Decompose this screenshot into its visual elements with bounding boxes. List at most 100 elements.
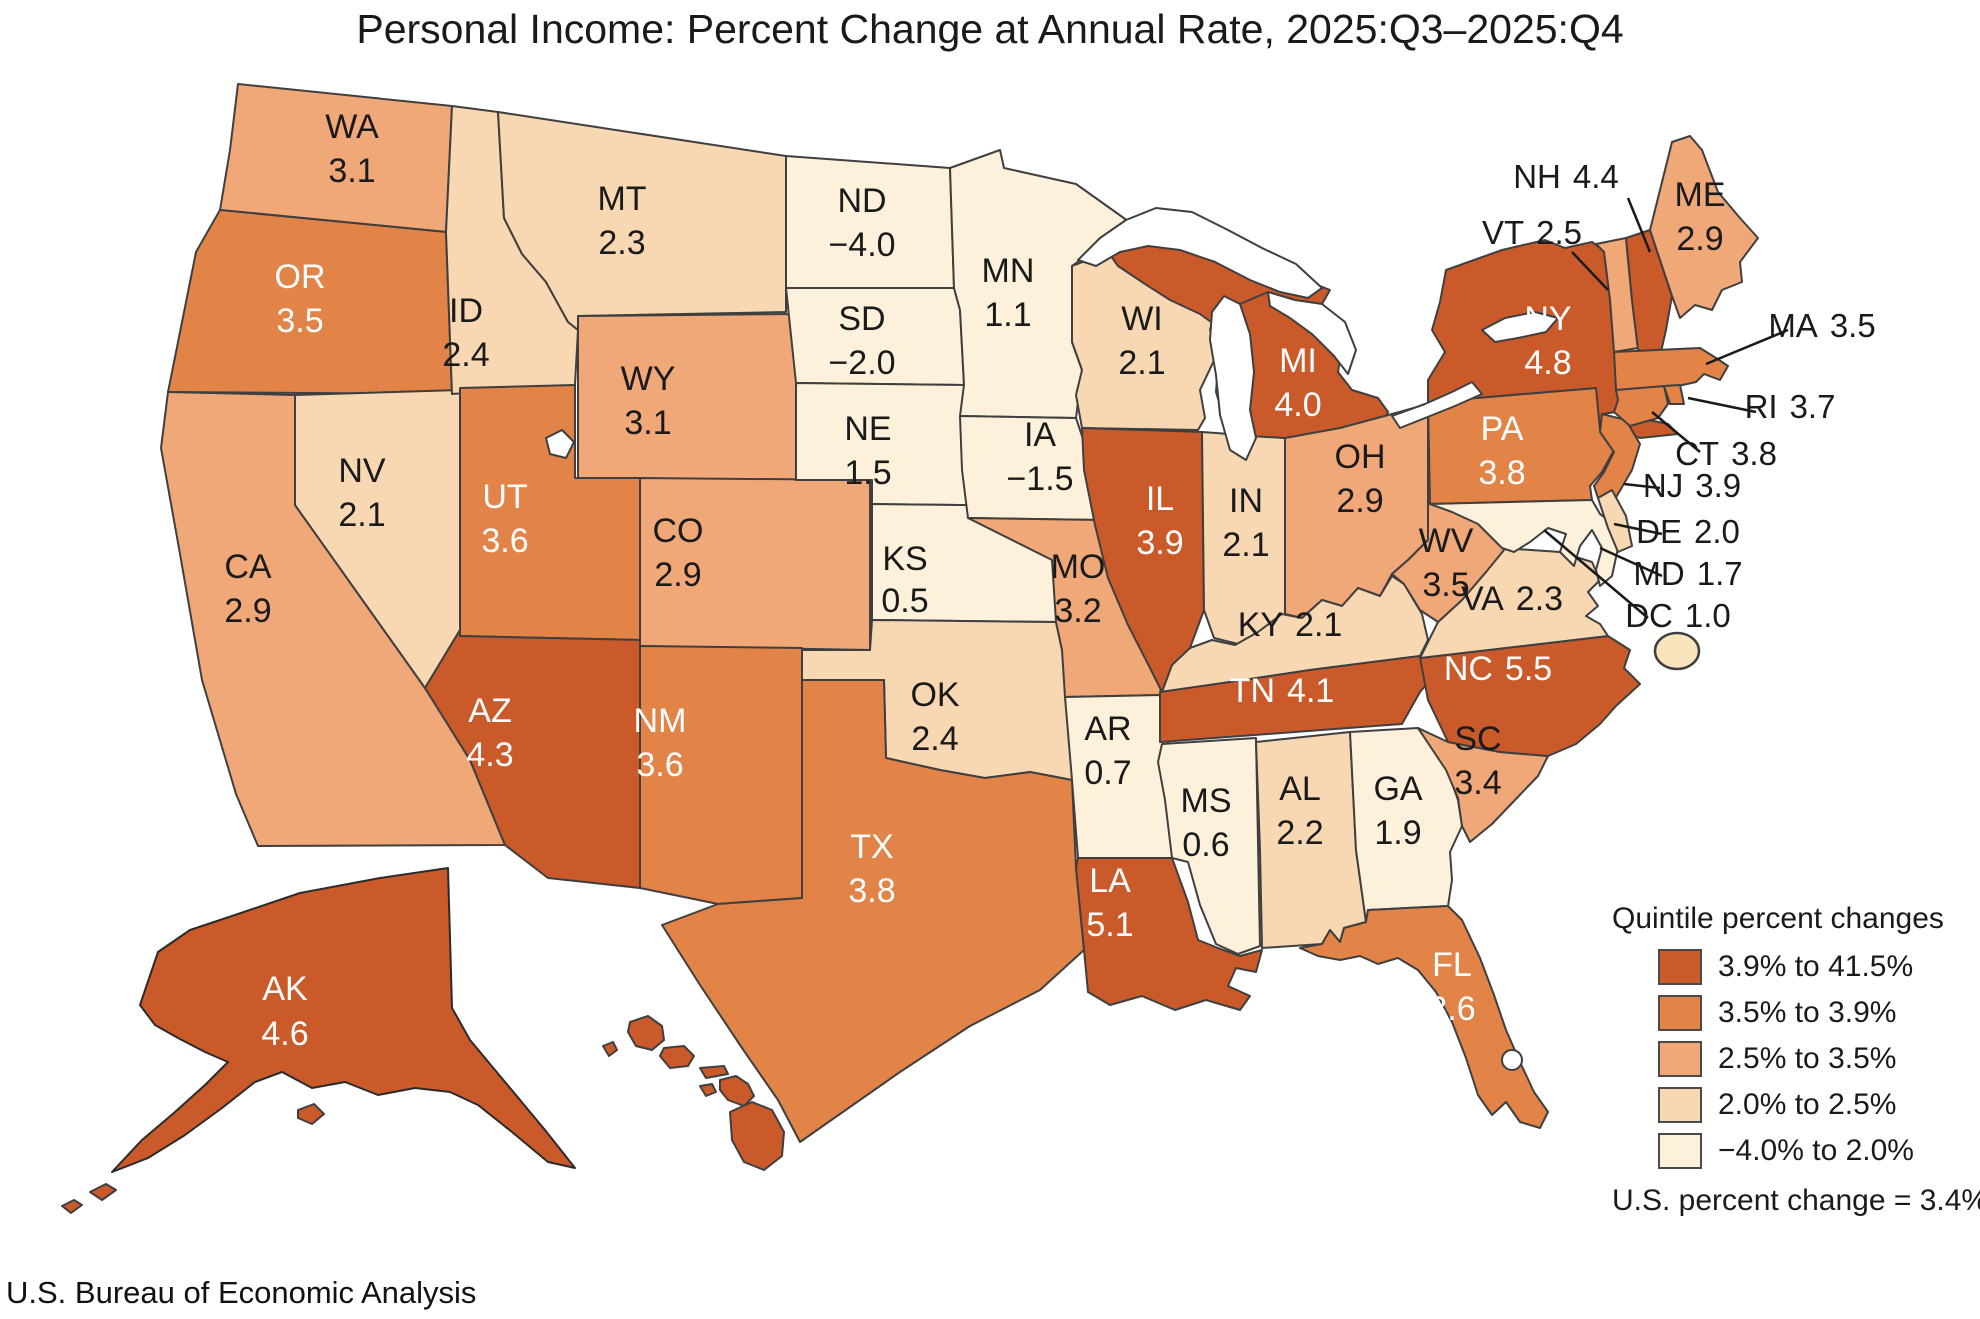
state-labels: WA 3.1 OR 3.5 CA 2.9 NV 2.1 ID 2.4 MT 2.3 WY 3.… xyxy=(224,108,1725,1155)
ak-island-1 xyxy=(89,1183,117,1201)
legend-label-q2: 3.5% to 3.9% xyxy=(1718,996,1897,1029)
state-label-id: ID 2.4 xyxy=(442,292,489,374)
callout-label-ct: CT 3.8 xyxy=(1675,435,1777,472)
state-label-mi: MI 4.0 xyxy=(1274,342,1321,424)
md-leader-line xyxy=(1599,546,1663,578)
state-shape-ma xyxy=(1613,347,1729,391)
state-label-il: IL 3.9 xyxy=(1136,480,1183,562)
callout-label-nj: NJ 3.9 xyxy=(1643,467,1741,504)
lake-ontario xyxy=(1481,311,1559,343)
state-shape-ri xyxy=(1663,384,1685,405)
ak-island-2 xyxy=(61,1199,83,1214)
callout-label-ri: RI 3.7 xyxy=(1745,388,1836,425)
state-label-co: CO 2.9 xyxy=(653,512,704,594)
hi-island-lanai xyxy=(699,1083,717,1097)
legend-swatch-q3 xyxy=(1658,1041,1702,1077)
legend-title: Quintile percent changes xyxy=(1612,902,1944,935)
legend-row-q4: 2.0% to 2.5% xyxy=(1658,1087,1978,1123)
state-label-nv: NV 2.1 xyxy=(338,452,386,534)
state-shape-nd xyxy=(785,155,955,289)
state-label-ms: MS 0.6 xyxy=(1181,782,1232,864)
state-label-sd: SD −2.0 xyxy=(828,300,895,382)
callout-leaders xyxy=(1543,197,1789,619)
state-shape-me xyxy=(1649,135,1759,319)
state-label-tn: TN 4.1 xyxy=(1230,672,1335,710)
legend-row-q2: 3.5% to 3.9% xyxy=(1658,995,1978,1031)
dc-bubble xyxy=(1653,631,1701,671)
callout-label-nh: NH 4.4 xyxy=(1513,158,1619,195)
lake-michigan xyxy=(1209,295,1257,461)
state-shape-la xyxy=(1075,857,1263,1011)
legend: Quintile percent changes 3.9% to 41.5% 3… xyxy=(1612,902,1980,1218)
hi-island-hawaii xyxy=(729,1101,785,1171)
state-label-tx: TX 3.8 xyxy=(848,828,895,910)
callout-label-md: MD 1.7 xyxy=(1633,555,1742,592)
state-label-mo: MO 3.2 xyxy=(1051,548,1106,630)
vt-leader-line xyxy=(1571,251,1609,291)
state-label-in: IN 2.1 xyxy=(1222,482,1269,564)
hi-island-molokai xyxy=(699,1065,729,1079)
state-label-nd: ND −4.0 xyxy=(828,182,895,264)
callout-label-vt: VT 2.5 xyxy=(1482,214,1582,251)
state-label-me: ME 2.9 xyxy=(1675,176,1726,258)
state-shape-or xyxy=(167,209,453,395)
nh-leader-line xyxy=(1626,197,1652,253)
state-shapes xyxy=(61,83,1759,1214)
state-label-wy: WY 3.1 xyxy=(621,360,676,442)
great-salt-lake xyxy=(545,429,575,459)
legend-row-q3: 2.5% to 3.5% xyxy=(1658,1041,1978,1077)
legend-label-q5: −4.0% to 2.0% xyxy=(1718,1134,1914,1167)
state-label-ne: NE 1.5 xyxy=(844,410,891,492)
state-label-ks: KS 0.5 xyxy=(881,540,928,620)
state-label-pa: PA 3.8 xyxy=(1478,410,1525,492)
callout-label-de: DE 2.0 xyxy=(1636,513,1740,550)
lake-erie xyxy=(1391,381,1483,429)
state-label-sc: SC 3.4 xyxy=(1454,720,1501,802)
state-shape-ak xyxy=(111,867,576,1173)
state-label-mt: MT 2.3 xyxy=(597,180,646,262)
state-label-nm: NM 3.6 xyxy=(634,702,687,784)
legend-swatch-q1 xyxy=(1658,949,1702,985)
state-label-ky: KY 2.1 xyxy=(1238,606,1343,644)
callout-label-ma: MA 3.5 xyxy=(1768,307,1875,344)
state-shape-tx xyxy=(661,679,1085,1143)
state-shape-nc xyxy=(1419,635,1641,757)
hi-island-maui xyxy=(719,1075,755,1107)
state-label-oh: OH 2.9 xyxy=(1335,438,1386,520)
state-label-la: LA 5.1 xyxy=(1086,862,1133,944)
state-shape-de xyxy=(1597,489,1633,553)
lake-superior xyxy=(1077,207,1323,299)
state-label-al: AL 2.2 xyxy=(1276,770,1323,852)
ct-leader-line xyxy=(1651,411,1701,453)
source-attribution: U.S. Bureau of Economic Analysis xyxy=(6,1275,477,1310)
map-title: Personal Income: Percent Change at Annua… xyxy=(356,6,1624,52)
lakes xyxy=(545,207,1559,1071)
state-label-ny: NY 4.8 xyxy=(1524,300,1571,382)
state-label-ok: OK 2.4 xyxy=(910,676,959,758)
state-label-ga: GA 1.9 xyxy=(1373,770,1422,852)
ma-leader-line xyxy=(1705,328,1789,366)
legend-swatch-q5 xyxy=(1658,1133,1702,1169)
state-label-ak: AK 4.6 xyxy=(261,970,308,1053)
de-leader-line xyxy=(1613,522,1663,536)
state-label-hi: HI 41.5 xyxy=(577,1072,643,1155)
legend-swatch-q4 xyxy=(1658,1087,1702,1123)
legend-swatch-q2 xyxy=(1658,995,1702,1031)
lake-okeechobee xyxy=(1501,1049,1523,1071)
state-label-wa: WA 3.1 xyxy=(325,108,379,190)
callout-labels: NH 4.4 VT 2.5 MA 3.5 RI 3.7 CT 3.8 NJ 3.9 DE 2.… xyxy=(1482,158,1876,634)
legend-label-q1: 3.9% to 41.5% xyxy=(1718,950,1914,983)
ri-leader-line xyxy=(1687,396,1757,414)
state-label-ar: AR 0.7 xyxy=(1084,710,1131,792)
nj-leader-line xyxy=(1623,482,1661,490)
legend-label-q3: 2.5% to 3.5% xyxy=(1718,1042,1897,1075)
state-label-ca: CA 2.9 xyxy=(224,548,272,630)
state-label-fl: FL 3.6 xyxy=(1428,946,1475,1028)
state-shape-fl xyxy=(1299,905,1549,1129)
us-percent-change-note: U.S. percent change = 3.4% xyxy=(1612,1184,1980,1217)
state-label-or: OR 3.5 xyxy=(275,258,326,340)
state-label-wi: WI 2.1 xyxy=(1118,300,1165,382)
legend-label-q4: 2.0% to 2.5% xyxy=(1718,1088,1897,1121)
state-label-va: VA 2.3 xyxy=(1461,580,1563,618)
